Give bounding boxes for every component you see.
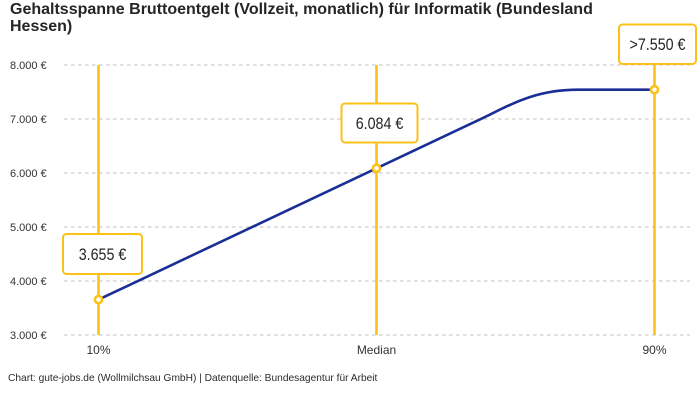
svg-text:8.000 €: 8.000 € [10, 60, 47, 72]
svg-text:6.084 €: 6.084 € [356, 115, 404, 133]
svg-text:>7.550 €: >7.550 € [630, 36, 686, 54]
svg-text:4.000 €: 4.000 € [10, 276, 47, 288]
svg-text:10%: 10% [86, 343, 110, 357]
svg-text:90%: 90% [642, 343, 666, 357]
svg-text:7.000 €: 7.000 € [10, 114, 47, 126]
svg-text:3.655 €: 3.655 € [79, 246, 127, 264]
svg-text:5.000 €: 5.000 € [10, 222, 47, 234]
svg-text:Median: Median [357, 343, 396, 357]
svg-text:3.000 €: 3.000 € [10, 330, 47, 342]
svg-text:6.000 €: 6.000 € [10, 168, 47, 180]
